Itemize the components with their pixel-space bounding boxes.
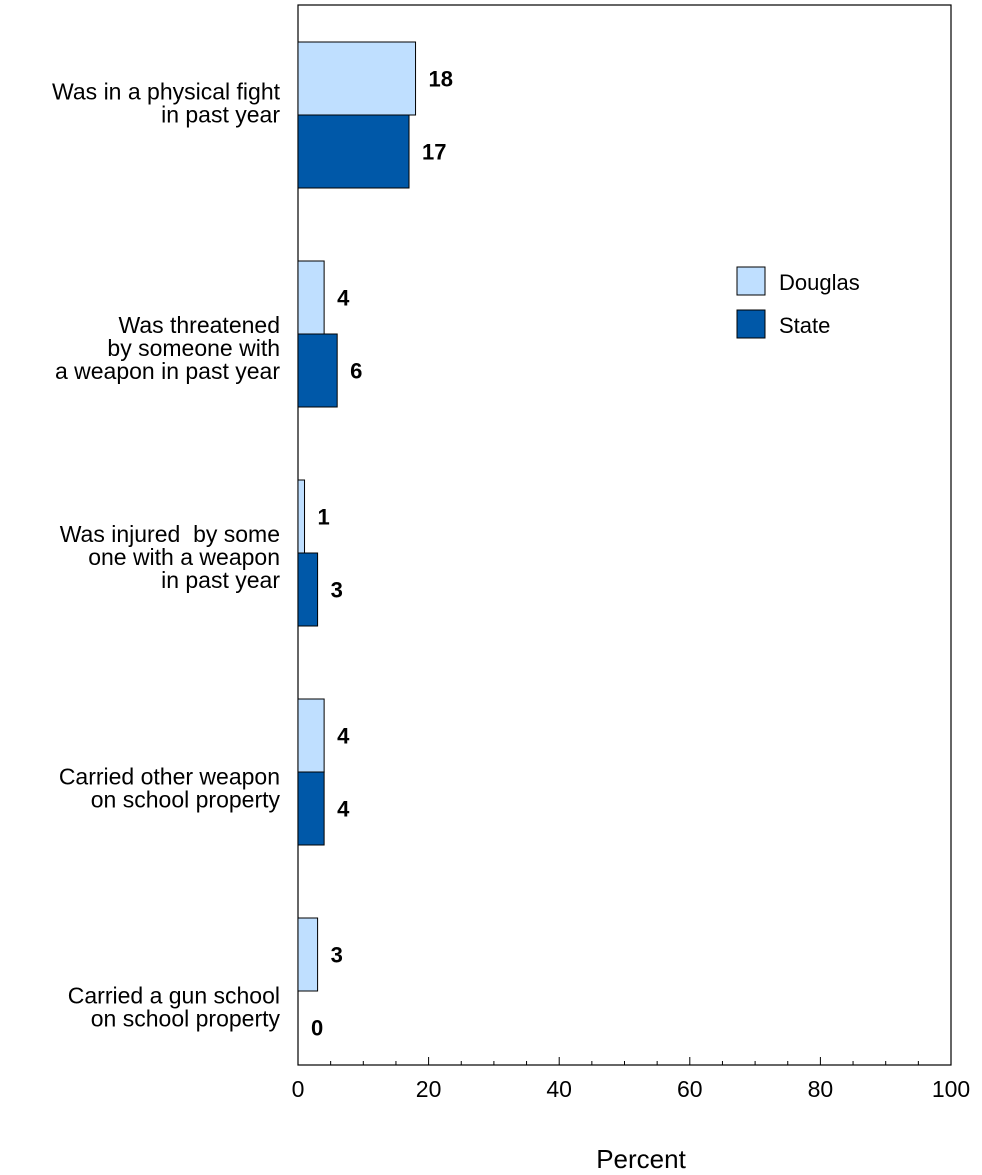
bar-state-1 [297, 333, 338, 408]
x-tick-label-4: 80 [808, 1076, 834, 1102]
value-label-state-3: 4 [337, 797, 350, 822]
category-label-2-line-1: one with a weapon [88, 544, 280, 570]
category-label-1-line-2: a weapon in past year [49, 358, 281, 384]
value-label-douglas-2: 1 [318, 505, 330, 530]
bar-state-0 [297, 114, 410, 189]
value-label-douglas-3: 4 [337, 724, 350, 749]
value-label-state-0: 17 [422, 140, 446, 165]
value-label-douglas-4: 3 [331, 943, 343, 968]
category-label-1-line-1: by someone with [107, 335, 280, 361]
bar-douglas-1 [297, 260, 325, 335]
value-label-state-4: 0 [311, 1016, 323, 1041]
x-axis-title: Percent [596, 1144, 686, 1174]
category-label-4-line-1: on school property [91, 1006, 281, 1032]
bar-douglas-0 [297, 41, 417, 116]
bars-group [297, 41, 417, 992]
value-labels-group: 18 17 4 6 1 3 4 4 3 0 [311, 67, 453, 1041]
value-label-state-2: 3 [331, 578, 343, 603]
value-label-state-1: 6 [350, 359, 362, 384]
category-label-0-line-0: Was in a physical fight [52, 79, 281, 105]
legend-label-douglas: Douglas [779, 270, 860, 295]
legend-label-state: State [779, 313, 830, 338]
x-tick-label-1: 20 [416, 1076, 442, 1102]
category-label-0-line-1: in past year [161, 102, 280, 128]
legend: Douglas State [736, 266, 860, 339]
category-label-3-line-1: on school property [91, 787, 281, 813]
category-label-1-line-0: Was threatened [118, 312, 280, 338]
bar-douglas-3 [297, 698, 325, 773]
bar-state-3 [297, 771, 325, 846]
category-label-3-line-0: Carried other weapon [59, 764, 280, 790]
x-tick-label-2: 40 [546, 1076, 572, 1102]
bar-douglas-4 [297, 917, 319, 992]
value-label-douglas-1: 4 [337, 286, 350, 311]
x-axis: 0 20 40 60 80 100 [292, 1057, 970, 1102]
x-tick-label-5: 100 [932, 1076, 970, 1102]
x-tick-label-3: 60 [677, 1076, 703, 1102]
bar-state-2 [297, 552, 319, 627]
category-label-2-line-0: Was injured by some [60, 521, 280, 547]
category-label-2-line-2: in past year [161, 567, 280, 593]
value-label-douglas-0: 18 [429, 67, 453, 92]
x-tick-label-0: 0 [292, 1076, 305, 1102]
category-label-4-line-0: Carried a gun school [68, 983, 280, 1009]
legend-swatch-state [736, 309, 766, 339]
legend-swatch-douglas [736, 266, 766, 296]
bar-douglas-2 [297, 479, 306, 554]
